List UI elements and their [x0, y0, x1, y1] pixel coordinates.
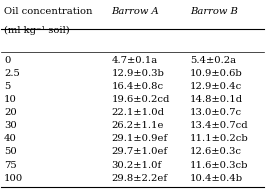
Text: 10.9±0.6b: 10.9±0.6b	[190, 69, 243, 78]
Text: 30: 30	[4, 121, 17, 130]
Text: Barrow A: Barrow A	[111, 7, 159, 16]
Text: 30.2±1.0f: 30.2±1.0f	[111, 161, 162, 169]
Text: 5.4±0.2a: 5.4±0.2a	[190, 56, 236, 65]
Text: (ml kg⁻¹ soil): (ml kg⁻¹ soil)	[4, 26, 70, 35]
Text: Oil concentration: Oil concentration	[4, 7, 93, 16]
Text: 5: 5	[4, 82, 10, 91]
Text: 50: 50	[4, 147, 17, 156]
Text: 22.1±1.0d: 22.1±1.0d	[111, 108, 164, 117]
Text: 20: 20	[4, 108, 17, 117]
Text: 14.8±0.1d: 14.8±0.1d	[190, 95, 243, 104]
Text: 12.9±0.3b: 12.9±0.3b	[111, 69, 164, 78]
Text: Barrow B: Barrow B	[190, 7, 238, 16]
Text: 2.5: 2.5	[4, 69, 20, 78]
Text: 12.9±0.4c: 12.9±0.4c	[190, 82, 242, 91]
Text: 26.2±1.1e: 26.2±1.1e	[111, 121, 164, 130]
Text: 11.6±0.3cb: 11.6±0.3cb	[190, 161, 249, 169]
Text: 0: 0	[4, 56, 10, 65]
Text: 13.4±0.7cd: 13.4±0.7cd	[190, 121, 249, 130]
Text: 12.6±0.3c: 12.6±0.3c	[190, 147, 242, 156]
Text: 29.7±1.0ef: 29.7±1.0ef	[111, 147, 168, 156]
Text: 19.6±0.2cd: 19.6±0.2cd	[111, 95, 170, 104]
Text: 10.4±0.4b: 10.4±0.4b	[190, 174, 243, 183]
Text: 4.7±0.1a: 4.7±0.1a	[111, 56, 158, 65]
Text: 10: 10	[4, 95, 17, 104]
Text: 40: 40	[4, 134, 17, 143]
Text: 29.8±2.2ef: 29.8±2.2ef	[111, 174, 168, 183]
Text: 29.1±0.9ef: 29.1±0.9ef	[111, 134, 168, 143]
Text: 16.4±0.8c: 16.4±0.8c	[111, 82, 164, 91]
Text: 100: 100	[4, 174, 23, 183]
Text: 75: 75	[4, 161, 17, 169]
Text: 13.0±0.7c: 13.0±0.7c	[190, 108, 242, 117]
Text: 11.1±0.2cb: 11.1±0.2cb	[190, 134, 249, 143]
